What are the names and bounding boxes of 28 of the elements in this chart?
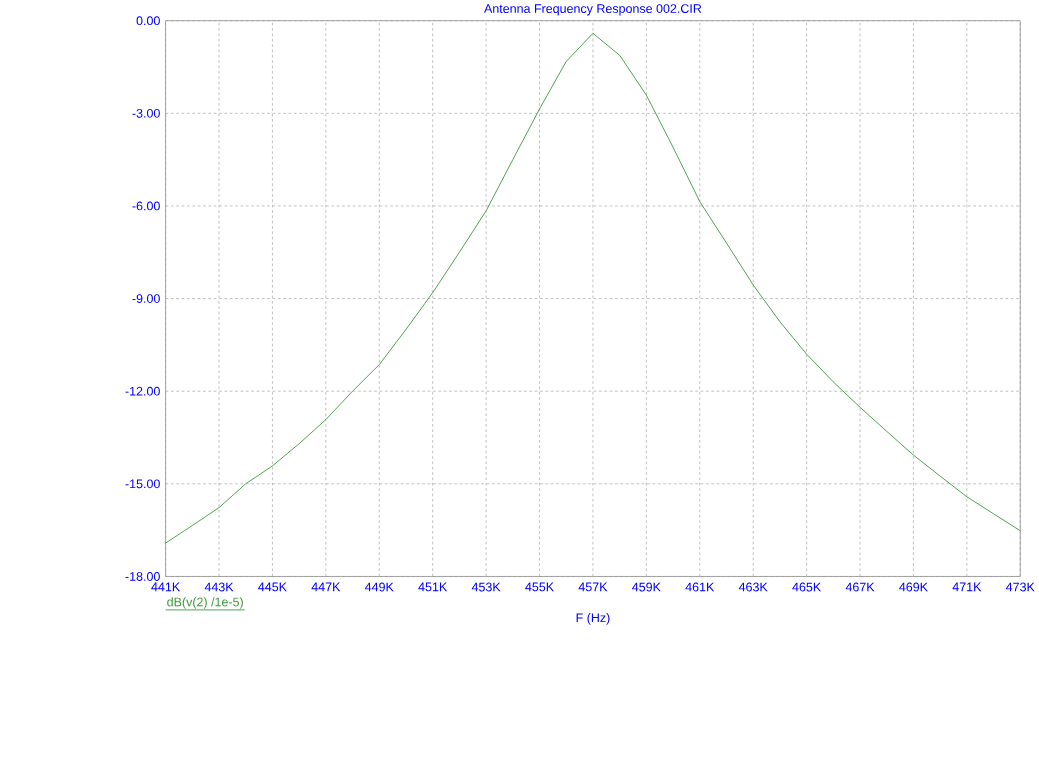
y-tick-label: -6.00 — [132, 201, 160, 211]
text: dB(v(2) /1e-5) — [167, 597, 243, 609]
x-tick-label: 473K — [1005, 582, 1035, 592]
x-tick-label: 465K — [792, 582, 822, 592]
x-tick-label: 461K — [685, 582, 715, 592]
chart-title: Antenna Frequency Response 002.CIR — [484, 4, 702, 16]
x-tick-label: 467K — [845, 582, 875, 592]
x-tick-label: 453K — [471, 582, 501, 592]
x-tick-label: 463K — [738, 582, 768, 592]
y-tick-label: -9.00 — [132, 294, 160, 303]
x-tick-label: 459K — [632, 582, 661, 592]
x-tick-label: 471K — [952, 582, 982, 592]
y-tick-label: -15.00 — [125, 479, 160, 489]
x-tick-label: 457K — [578, 582, 608, 592]
x-tick-label: 445K — [258, 582, 287, 592]
y-tick-label: -3.00 — [132, 108, 160, 118]
x-tick-label: 441K — [151, 582, 181, 592]
x-tick-label: 447K — [311, 582, 341, 592]
line-series — [165, 32, 1021, 544]
x-tick-label: 449K — [364, 582, 394, 592]
y-tick-label: -12.00 — [125, 386, 160, 396]
x-tick-label: 469K — [899, 582, 928, 592]
y-tick-label: -18.00 — [125, 571, 160, 581]
y-tick-label: 0.00 — [136, 16, 160, 25]
x-axis-title: F (Hz) — [576, 612, 610, 625]
x-tick-label: 451K — [418, 582, 448, 592]
x-tick-label: 443K — [204, 582, 234, 592]
x-tick-label: 455K — [525, 582, 554, 592]
